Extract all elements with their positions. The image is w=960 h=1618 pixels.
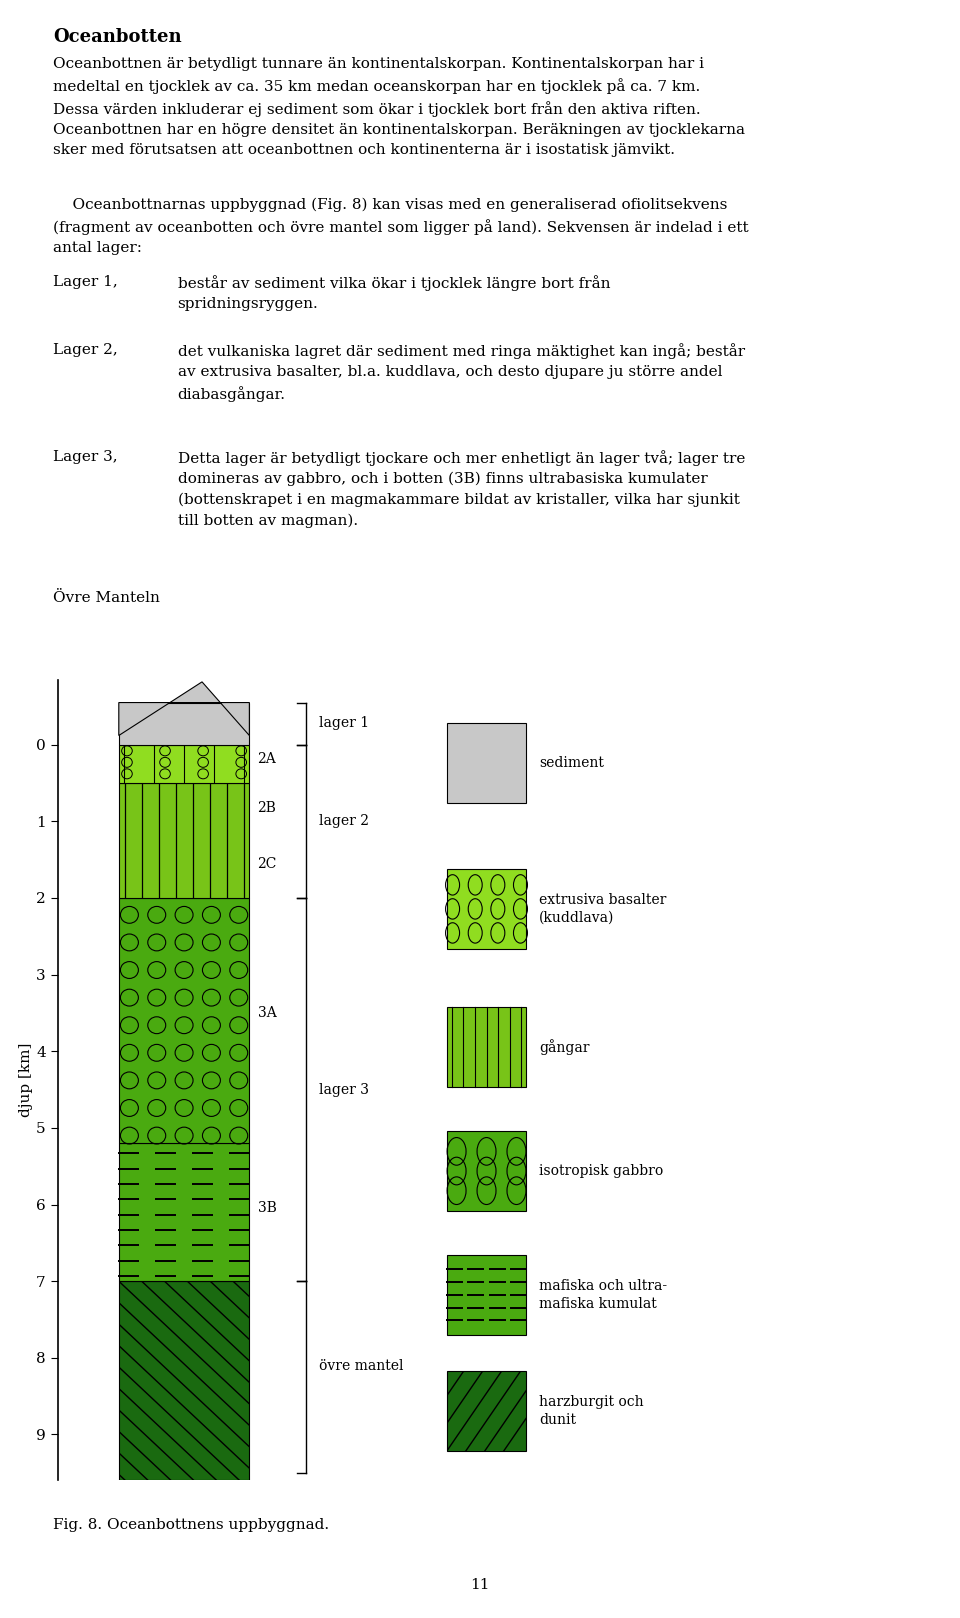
Text: mafiska och ultra-
mafiska kumulat: mafiska och ultra- mafiska kumulat	[539, 1278, 667, 1311]
Bar	[119, 702, 250, 744]
Bar	[119, 744, 250, 783]
Polygon shape	[119, 681, 250, 736]
Text: det vulkaniska lagret där sediment med ringa mäktighet kan ingå; består
av extru: det vulkaniska lagret där sediment med r…	[178, 343, 745, 401]
Bar	[446, 1006, 526, 1087]
Bar	[446, 1372, 526, 1451]
Bar	[446, 1131, 526, 1210]
Text: 3A: 3A	[257, 1006, 276, 1019]
Text: Fig. 8. Oceanbottnens uppbyggnad.: Fig. 8. Oceanbottnens uppbyggnad.	[53, 1518, 329, 1532]
Text: Övre Manteln: Övre Manteln	[53, 591, 159, 605]
Bar	[446, 1256, 526, 1335]
Text: 2B: 2B	[257, 801, 276, 814]
Text: lager 1: lager 1	[319, 717, 369, 730]
Bar	[119, 1281, 250, 1480]
Text: Lager 2,: Lager 2,	[53, 343, 117, 358]
Text: 2C: 2C	[257, 856, 276, 870]
Text: 11: 11	[470, 1578, 490, 1592]
Text: sediment: sediment	[539, 756, 604, 770]
Text: Lager 1,: Lager 1,	[53, 275, 117, 290]
Bar	[446, 869, 526, 948]
Text: 3B: 3B	[257, 1202, 276, 1215]
Text: lager 3: lager 3	[319, 1082, 369, 1097]
Bar	[446, 723, 526, 804]
Text: består av sediment vilka ökar i tjocklek längre bort från
spridningsryggen.: består av sediment vilka ökar i tjocklek…	[178, 275, 611, 311]
Text: Oceanbotten: Oceanbotten	[53, 28, 181, 45]
Text: Detta lager är betydligt tjockare och mer enhetligt än lager två; lager tre
domi: Detta lager är betydligt tjockare och me…	[178, 450, 745, 527]
Bar	[119, 1144, 250, 1281]
Text: isotropisk gabbro: isotropisk gabbro	[539, 1163, 663, 1178]
Text: Oceanbottnarnas uppbyggnad (Fig. 8) kan visas med en generaliserad ofiolitsekven: Oceanbottnarnas uppbyggnad (Fig. 8) kan …	[53, 197, 749, 254]
Text: Lager 3,: Lager 3,	[53, 450, 117, 464]
Text: extrusiva basalter
(kuddlava): extrusiva basalter (kuddlava)	[539, 893, 666, 925]
Text: harzburgit och
dunit: harzburgit och dunit	[539, 1395, 643, 1427]
Text: 2A: 2A	[257, 751, 276, 765]
Text: Oceanbottnen är betydligt tunnare än kontinentalskorpan. Kontinentalskorpan har : Oceanbottnen är betydligt tunnare än kon…	[53, 57, 745, 157]
Text: övre mantel: övre mantel	[319, 1359, 403, 1372]
Y-axis label: djup [km]: djup [km]	[19, 1044, 34, 1116]
Bar	[119, 783, 250, 898]
Text: gångar: gångar	[539, 1039, 589, 1055]
Bar	[119, 898, 250, 1144]
Text: lager 2: lager 2	[319, 814, 369, 828]
